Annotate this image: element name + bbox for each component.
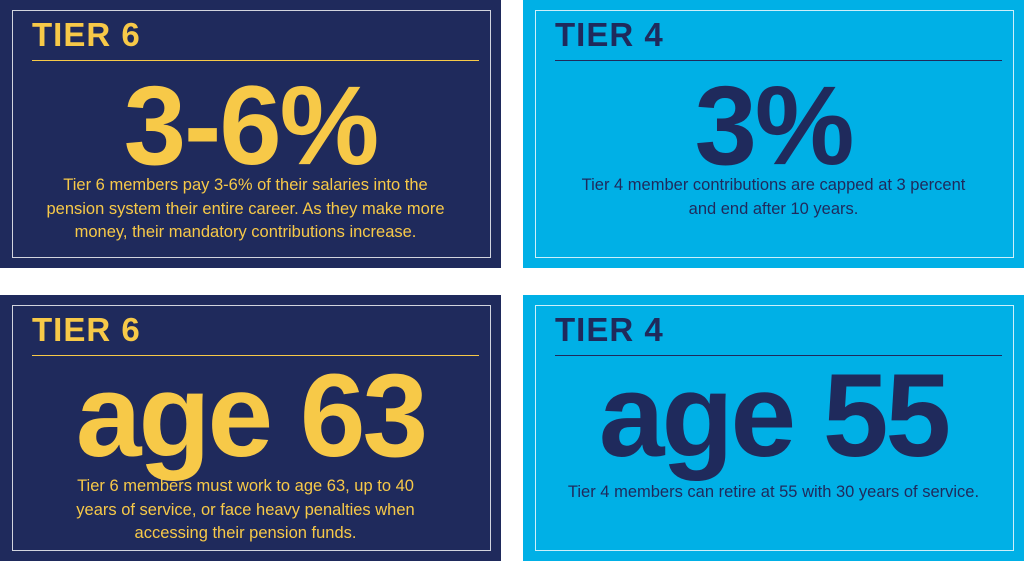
card-figure: 3-6% [123,63,379,188]
card-heading: TIER 6 [32,16,141,53]
card: TIER 6 age 63 Tier 6 members must work t… [0,295,501,561]
text-line: years of service, or face heavy penaltie… [76,500,415,519]
text-line: Tier 4 members can retire at 55 with 30 … [567,483,980,501]
card-heading: TIER 4 [555,311,664,348]
heading-rule [555,60,1002,61]
heading-rule [555,355,1002,356]
text-line: Tier 6 members pay 3-6% of their salarie… [63,176,428,194]
card-heading: TIER 6 [32,311,141,348]
card-frame [535,10,1014,258]
card-heading: TIER 4 [555,16,664,53]
card-figure: age 55 [598,350,951,482]
card-figure: 3% [694,63,855,188]
card: TIER 4 3% Tier 4 member contributions ar… [523,0,1024,268]
text-line: and end after 10 years. [688,199,859,218]
card-frame [12,10,491,258]
card: TIER 6 3-6% Tier 6 members pay 3-6% of t… [0,0,501,268]
card-frame [535,305,1014,551]
card-text: Tier 4 member contributions are capped a… [523,174,1024,221]
card: TIER 4 age 55 Tier 4 members can retire … [523,295,1024,561]
card-text: Tier 6 members pay 3-6% of their salarie… [0,174,501,245]
text-line: Tier 6 members must work to age 63, up t… [77,477,414,495]
text-line: Tier 4 member contributions are capped a… [581,176,966,194]
heading-rule [32,60,479,61]
card-frame [12,305,491,551]
text-line: pension system their entire career. As t… [46,199,445,218]
card-text: Tier 4 members can retire at 55 with 30 … [523,481,1024,505]
card-text: Tier 6 members must work to age 63, up t… [0,475,501,546]
text-line: accessing their pension funds. [134,524,357,542]
text-line: money, their mandatory contributions inc… [74,223,417,241]
heading-rule [32,355,479,356]
card-figure: age 63 [75,350,428,482]
